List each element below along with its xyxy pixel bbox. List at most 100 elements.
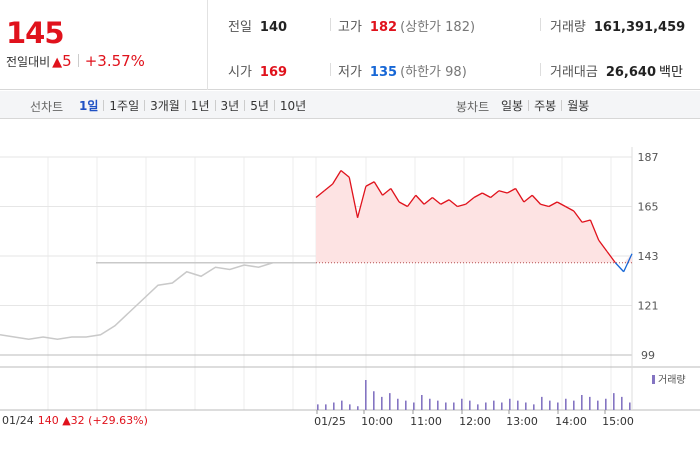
volume-bar (581, 395, 583, 410)
volume-bar (533, 404, 535, 410)
price-line-segment (340, 169, 350, 178)
volume-bar (557, 402, 559, 410)
volume-bar (373, 391, 375, 410)
line-chart-label: 선차트 (30, 100, 64, 114)
volume-bar (621, 396, 623, 410)
price-line-segment (573, 210, 583, 223)
stat-label: 시가 (228, 65, 252, 80)
volume-bar (629, 402, 631, 410)
stat-value: 26,640 (605, 65, 657, 80)
divider (103, 100, 105, 111)
volume-swatch (652, 375, 655, 384)
volume-bar (381, 396, 383, 410)
prev-day-percent: (+29.63%) (88, 414, 148, 427)
tab-3y[interactable]: 3년 (220, 99, 240, 113)
volume-bar (461, 398, 463, 410)
volume-legend: 거래량 (652, 371, 686, 386)
volume-bar (469, 400, 471, 410)
tab-10y[interactable]: 10년 (279, 99, 307, 113)
price-line-segment (373, 181, 384, 196)
tab-1w[interactable]: 1주일 (109, 99, 140, 113)
volume-bar (549, 400, 551, 410)
quote-header: 145 전일대비 ▲5 +3.57% 전일 140 고가 182 (상한가 182) 거래… (0, 0, 700, 90)
stat-label: 저가 (338, 65, 362, 80)
volume-bar (357, 406, 359, 410)
price-line-segment (565, 205, 575, 212)
stat-label: 고가 (338, 20, 362, 35)
price-line-segment (548, 201, 558, 208)
price-line-segment (423, 196, 433, 205)
price-line-segment (356, 186, 367, 218)
current-price: 145 (6, 16, 65, 50)
volume-bar (365, 380, 367, 410)
price-line-segment (415, 194, 425, 205)
prev-day-change: 32 (70, 414, 85, 427)
stat-prev-close: 전일 140 (228, 16, 287, 35)
volume-bar (437, 400, 439, 410)
price-line-segment (432, 196, 442, 205)
price-line-segment (589, 219, 600, 241)
chart-canvas: 187 165 143 121 99 01/25 10:00 11:00 12:00 13:00 1… (0, 147, 700, 428)
price-line-segment (332, 170, 342, 185)
volume-bar (485, 402, 487, 410)
price-line-segment (606, 251, 616, 264)
price-line-segment (556, 201, 566, 208)
tab-1d[interactable]: 1일 (79, 99, 99, 113)
stat-value: 169 (259, 65, 288, 80)
volume-bar (573, 400, 575, 410)
stat-open: 시가 169 (228, 61, 287, 80)
x-tick-label: 14:00 (555, 415, 587, 428)
price-chart[interactable]: 187 165 143 121 99 01/25 10:00 11:00 12:00 13:00 1… (0, 120, 700, 450)
change-value: 5 (62, 52, 72, 70)
tab-3m[interactable]: 3개월 (150, 99, 180, 113)
price-box: 145 전일대비 ▲5 +3.57% (0, 0, 208, 90)
divider (540, 63, 541, 76)
tab-1y[interactable]: 1년 (190, 99, 210, 113)
volume-bar (349, 404, 351, 410)
volume-bar (405, 400, 407, 410)
tab-weekly-candle[interactable]: 주봉 (534, 99, 557, 113)
lower-limit-note: (하한가 98) (400, 65, 467, 80)
volume-bar (565, 398, 567, 410)
y-tick-label: 121 (638, 300, 659, 313)
x-tick-label: 11:00 (410, 415, 442, 428)
tab-5y[interactable]: 5년 (250, 99, 269, 113)
divider (273, 100, 275, 111)
price-line-segment (614, 262, 625, 273)
volume-bar (389, 393, 391, 410)
price-line-segment (365, 181, 375, 187)
divider (330, 18, 331, 31)
x-tick-label: 15:00 (602, 415, 634, 428)
price-line-segment (382, 187, 392, 196)
divider (184, 100, 186, 111)
stat-label: 거래량 (550, 20, 586, 35)
volume-bar (525, 402, 527, 410)
upper-limit-note: (상한가 182) (400, 20, 476, 35)
volume-bar (493, 400, 495, 410)
tab-monthly-candle[interactable]: 월봉 (567, 99, 590, 113)
volume-bar (341, 400, 343, 410)
volume-bar (317, 404, 319, 410)
stat-value: 182 (369, 20, 398, 35)
price-line-segment (515, 188, 525, 203)
volume-legend-label: 거래량 (658, 375, 686, 386)
price-line-segment (406, 194, 417, 207)
prev-day-close: 140 (37, 414, 59, 427)
tab-daily-candle[interactable]: 일봉 (501, 99, 524, 113)
x-tick-label: 12:00 (459, 415, 491, 428)
price-line-segment (531, 194, 542, 205)
volume-bar (605, 398, 607, 410)
change-line: 전일대비 ▲5 +3.57% (6, 52, 145, 70)
stat-amount: 거래대금 26,640 백만 (550, 61, 683, 80)
price-line-segment (398, 201, 408, 208)
volume-bar (509, 398, 511, 410)
price-line-segment (440, 199, 450, 205)
stat-value: 161,391,459 (593, 20, 686, 35)
price-line-segment (348, 177, 359, 218)
volume-bar (413, 402, 415, 410)
volume-bar (613, 393, 615, 410)
price-line-segment (523, 194, 533, 203)
stat-label: 거래대금 (550, 65, 598, 80)
price-line-segment (315, 190, 325, 199)
volume-bar (429, 398, 431, 410)
